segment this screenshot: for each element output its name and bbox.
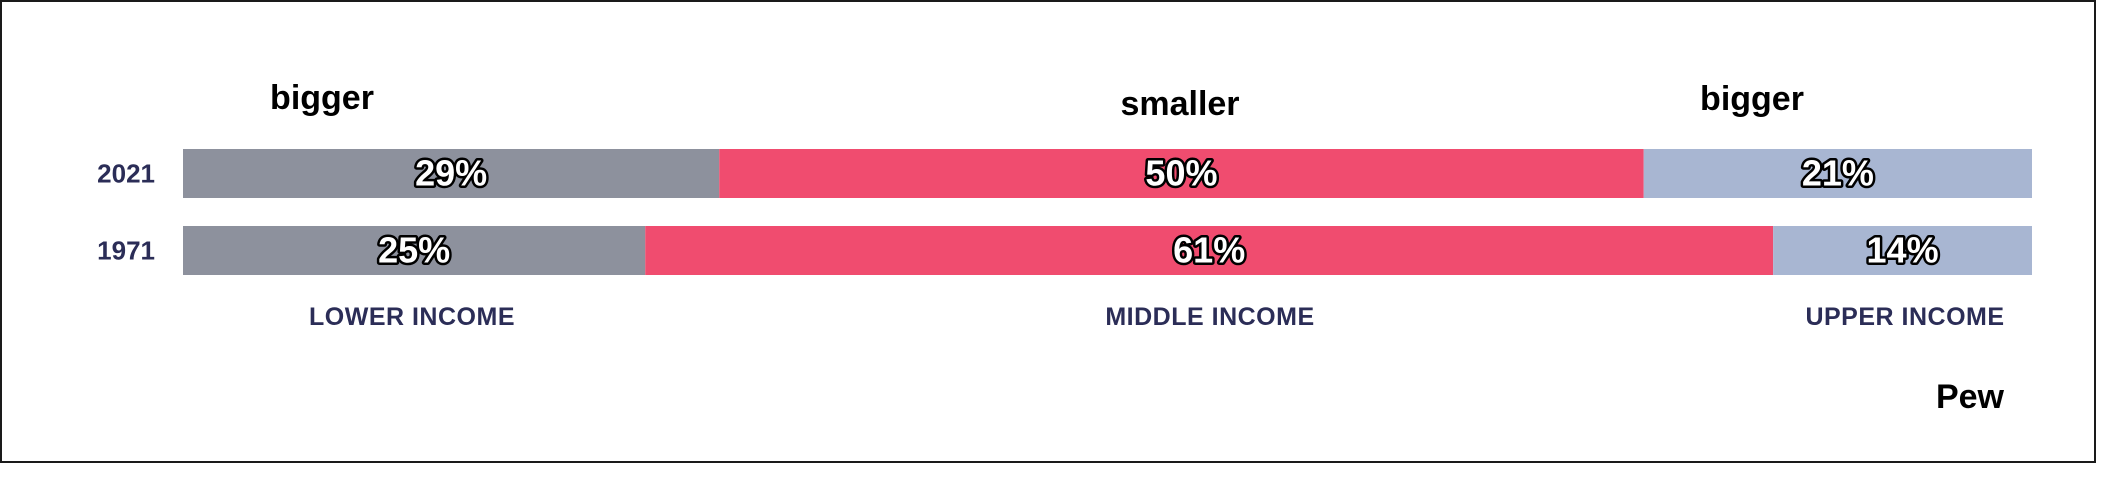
value-label: 61% <box>1173 230 1245 271</box>
annotation-smaller: smaller <box>1120 85 1239 123</box>
bar-segment-upper-income <box>1643 149 2032 198</box>
bar-segment-middle-income <box>645 226 1774 275</box>
bar-row-1971: 1971 25% 61% 14% <box>97 226 2032 275</box>
bar-segment-upper-income <box>1773 226 2032 275</box>
category-label-upper-income: UPPER INCOME <box>1805 303 2004 331</box>
bar-row-2021: 2021 29% 50% 21% <box>97 149 2032 198</box>
annotation-bigger: bigger <box>1700 80 1804 118</box>
bar-segment-lower-income <box>183 149 720 198</box>
annotation-bigger: bigger <box>270 79 374 117</box>
annotations: bigger smaller bigger <box>267 76 1807 126</box>
value-label: 25% <box>378 230 450 271</box>
source-label: Pew <box>1936 378 2005 416</box>
bar-rows: 2021 29% 50% 21% 1971 25% 61% 14% <box>97 149 2032 275</box>
value-label: 14% <box>1867 230 1939 271</box>
category-labels: LOWER INCOME MIDDLE INCOME UPPER INCOME <box>309 303 2004 331</box>
value-label: 29% <box>415 153 487 194</box>
year-label: 2021 <box>97 159 155 189</box>
category-label-lower-income: LOWER INCOME <box>309 303 515 331</box>
category-label-middle-income: MIDDLE INCOME <box>1105 303 1314 331</box>
year-label: 1971 <box>97 236 155 266</box>
bar-segment-middle-income <box>719 149 1644 198</box>
value-label: 50% <box>1145 153 1217 194</box>
value-label: 21% <box>1802 153 1874 194</box>
bar-segment-lower-income <box>183 226 646 275</box>
